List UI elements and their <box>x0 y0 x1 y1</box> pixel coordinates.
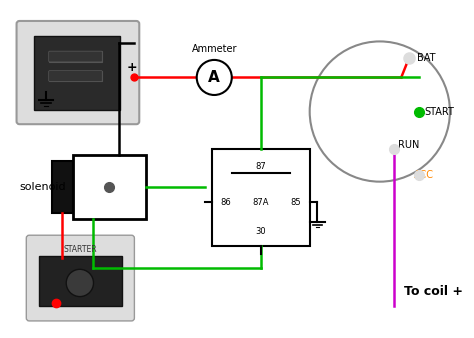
Text: BAT: BAT <box>417 53 435 63</box>
Text: ACC: ACC <box>414 170 434 180</box>
Text: STARTER: STARTER <box>63 245 97 254</box>
Text: 87: 87 <box>255 162 266 171</box>
Bar <box>52 161 73 213</box>
Text: To coil +: To coil + <box>404 285 463 298</box>
FancyBboxPatch shape <box>49 51 102 62</box>
Text: +: + <box>126 61 137 74</box>
Text: RUN: RUN <box>398 140 419 150</box>
FancyBboxPatch shape <box>17 21 139 124</box>
Bar <box>73 155 146 219</box>
Text: Ammeter: Ammeter <box>191 44 237 54</box>
FancyBboxPatch shape <box>26 235 135 321</box>
Text: 30: 30 <box>255 227 266 236</box>
Bar <box>212 148 310 246</box>
Bar <box>49 51 102 62</box>
Text: 86: 86 <box>220 198 231 207</box>
Text: START: START <box>425 106 455 117</box>
Text: A: A <box>209 70 220 85</box>
Text: 87A: 87A <box>253 198 269 207</box>
Circle shape <box>66 269 93 296</box>
Text: 85: 85 <box>291 198 301 207</box>
Bar <box>34 35 120 110</box>
Bar <box>49 71 102 81</box>
FancyBboxPatch shape <box>49 71 102 81</box>
Text: solenoid: solenoid <box>19 182 66 192</box>
Circle shape <box>197 60 232 95</box>
Bar <box>39 256 122 306</box>
